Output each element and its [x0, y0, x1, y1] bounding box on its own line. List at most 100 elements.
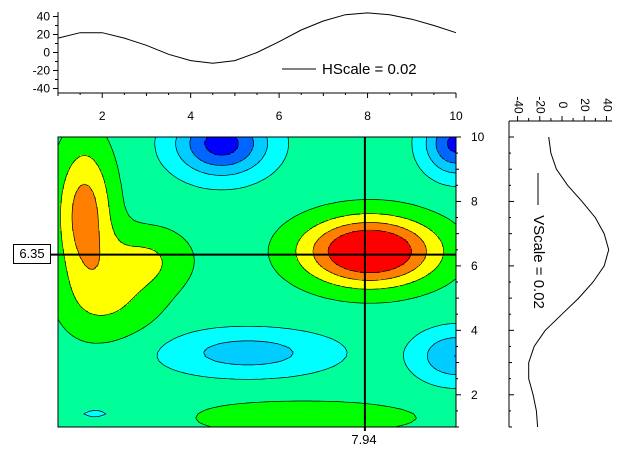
- contour-cell: [252, 137, 266, 139]
- contour-cell: [70, 165, 98, 167]
- contour-cell: [448, 139, 456, 141]
- contour-cell: [444, 251, 456, 253]
- contour-cell: [60, 213, 72, 215]
- contour-cell: [100, 231, 114, 233]
- contour-cell: [318, 295, 420, 297]
- contour-cell: [110, 341, 168, 343]
- contour-cell: [252, 147, 268, 149]
- contour-cell: [418, 163, 434, 165]
- contour-cell: [74, 233, 100, 235]
- contour-cell: [188, 373, 308, 375]
- contour-cell: [404, 355, 428, 357]
- contour-cell: [68, 171, 102, 173]
- contour-cell: [416, 417, 456, 419]
- contour-cell: [216, 327, 282, 329]
- contour-cell: [162, 263, 194, 265]
- contour-cell: [134, 297, 174, 299]
- cursor-x-readout[interactable]: 7.94: [342, 431, 386, 449]
- contour-cell: [204, 143, 238, 145]
- contour-cell: [58, 171, 68, 173]
- contour-cell: [212, 345, 286, 347]
- contour-cell: [424, 243, 442, 245]
- contour-cell: [86, 415, 104, 417]
- contour-cell: [120, 175, 174, 177]
- contour-cell: [414, 373, 450, 375]
- contour-cell: [112, 221, 138, 223]
- contour-cell: [68, 271, 160, 273]
- contour-cell: [208, 347, 290, 349]
- contour-cell: [426, 255, 444, 257]
- contour-cell: [156, 149, 176, 151]
- contour-cell: [108, 197, 124, 199]
- contour-cell: [352, 287, 388, 289]
- contour-cell: [58, 269, 66, 271]
- contour-cell: [92, 157, 116, 159]
- contour-cell: [58, 187, 64, 189]
- contour-cell: [314, 275, 340, 277]
- contour-cell: [126, 207, 314, 209]
- contour-cell: [428, 153, 440, 155]
- contour-cell: [442, 183, 456, 185]
- contour-cell: [410, 411, 456, 413]
- contour-cell: [288, 149, 412, 151]
- contour-cell: [412, 149, 426, 151]
- contour-cell: [58, 159, 76, 161]
- contour-cell: [420, 167, 440, 169]
- data-cursor[interactable]: [49, 137, 456, 431]
- contour-cell: [124, 199, 358, 201]
- contour-cell: [122, 195, 456, 197]
- contour-cell: [58, 241, 62, 243]
- contour-cell: [98, 165, 118, 167]
- contour-cell: [162, 345, 212, 347]
- contour-cell: [156, 153, 178, 155]
- contour-cell: [58, 391, 456, 393]
- contour-cell: [348, 353, 404, 355]
- contour-cell: [156, 251, 192, 253]
- contour-cell: [274, 267, 304, 269]
- contour-cell: [58, 255, 64, 257]
- contour-cell: [122, 187, 202, 189]
- contour-cell: [68, 173, 102, 175]
- contour-cell: [96, 163, 116, 165]
- contour-cell: [58, 205, 60, 207]
- contour-cell: [74, 235, 100, 237]
- contour-cell: [160, 161, 184, 163]
- contour-cell: [76, 247, 100, 249]
- contour-cell: [108, 139, 154, 141]
- contour-cell: [316, 241, 332, 243]
- contour-cell: [238, 143, 254, 145]
- contour-cell: [74, 237, 100, 239]
- contour-cell: [280, 227, 312, 229]
- contour-cell: [324, 233, 346, 235]
- contour-cell: [296, 375, 416, 377]
- contour-cell: [410, 255, 426, 257]
- contour-cell: [128, 335, 180, 337]
- contour-cell: [450, 373, 456, 375]
- contour-cell: [96, 197, 108, 199]
- contour-cell: [160, 347, 208, 349]
- contour-cell: [58, 231, 62, 233]
- contour-cell: [178, 151, 192, 153]
- contour-cell: [76, 159, 94, 161]
- contour-cell: [156, 137, 176, 139]
- contour-cell: [332, 259, 408, 261]
- contour-cell: [164, 167, 192, 169]
- y-tick-label: 10: [471, 130, 485, 144]
- contour-cell: [342, 343, 408, 345]
- contour-cell: [414, 269, 434, 271]
- cursor-y-readout[interactable]: 6.35: [13, 244, 51, 264]
- contour-cell: [434, 211, 456, 213]
- contour-cell: [58, 141, 60, 143]
- contour-line: [57, 136, 457, 428]
- contour-cell: [58, 355, 156, 357]
- contour-cell: [438, 341, 456, 343]
- contour-cell: [120, 179, 180, 181]
- contour-cell: [340, 285, 400, 287]
- contour-cell: [288, 145, 412, 147]
- contour-cell: [406, 347, 430, 349]
- contour-cell: [198, 157, 246, 159]
- contour-cell: [128, 303, 170, 305]
- contour-cell: [408, 343, 434, 345]
- contour-cell: [72, 223, 98, 225]
- contour-cell: [98, 229, 114, 231]
